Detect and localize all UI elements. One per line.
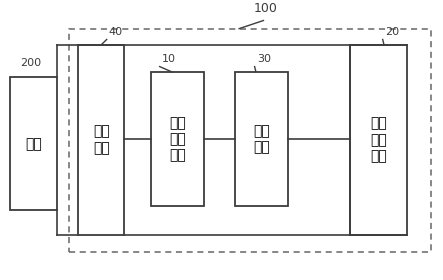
Bar — [78, 45, 124, 235]
Text: 100: 100 — [254, 2, 278, 15]
Text: 40: 40 — [109, 27, 123, 37]
Text: 20: 20 — [385, 27, 399, 37]
Bar — [69, 29, 431, 252]
Text: 第二
开关
模块: 第二 开关 模块 — [370, 116, 387, 163]
Bar — [151, 72, 204, 206]
Bar — [350, 45, 407, 235]
Bar — [235, 72, 288, 206]
Text: 第一
开关
模块: 第一 开关 模块 — [169, 116, 186, 162]
Text: 30: 30 — [257, 54, 271, 64]
Text: 电池: 电池 — [25, 137, 42, 151]
Bar — [10, 77, 57, 210]
Text: 200: 200 — [20, 58, 42, 68]
Text: 控制
模块: 控制 模块 — [93, 125, 109, 155]
Text: 储能
模块: 储能 模块 — [253, 124, 270, 154]
Text: 10: 10 — [162, 54, 176, 64]
